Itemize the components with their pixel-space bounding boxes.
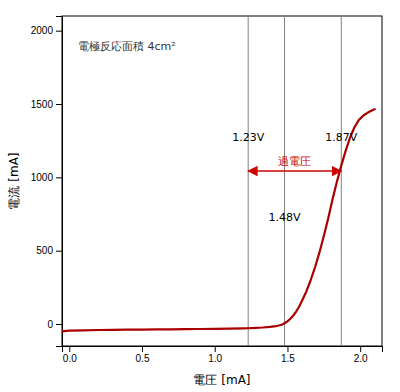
- x-tick-label: 1.5: [281, 353, 295, 364]
- plot-frame: [62, 16, 382, 346]
- overvoltage-arrow: [248, 170, 341, 172]
- y-tick: 500: [36, 245, 62, 256]
- x-tick: 0.5: [136, 346, 150, 364]
- x-tick: 1.5: [281, 346, 295, 364]
- plot-area: 0.0 0.5 1.0 1.5 2.0 0 500 1000 1500 2000 過電圧 1.23V 1…: [31, 16, 383, 364]
- y-axis-line: [56, 17, 63, 347]
- y-tick-mark: [56, 251, 62, 252]
- y-tick-mark: [56, 31, 62, 32]
- y-tick-label: 2000: [31, 25, 54, 36]
- y-tick-label: 0: [47, 319, 53, 330]
- x-axis-line: [63, 347, 383, 353]
- x-tick-mark: [287, 346, 288, 352]
- overvoltage-label: 過電圧: [278, 155, 311, 168]
- x-tick-label: 0.5: [136, 353, 150, 364]
- chart: 0.0 0.5 1.0 1.5 2.0 0 500 1000 1500 2000 過電圧 1.23V 1…: [0, 0, 400, 392]
- x-tick-mark: [360, 346, 361, 352]
- vline-label: 1.23V: [232, 131, 264, 144]
- vline-label: 1.48V: [269, 211, 301, 224]
- y-tick-label: 1500: [31, 99, 54, 110]
- x-tick-mark: [142, 346, 143, 352]
- vertical-line: [284, 16, 285, 346]
- y-tick-label: 1000: [31, 172, 54, 183]
- vline-label: 1.87V: [325, 131, 357, 144]
- vertical-line: [341, 16, 342, 346]
- y-axis-title: 電流 [mA]: [7, 152, 21, 209]
- marks: [62, 16, 375, 346]
- y-tick: 2000: [31, 25, 62, 36]
- x-tick-label: 1.0: [208, 353, 222, 364]
- x-tick-label: 0.0: [63, 353, 77, 364]
- x-axis-title: 電圧 [mA]: [193, 373, 250, 387]
- x-tick-mark: [215, 346, 216, 352]
- x-tick: 2.0: [354, 346, 368, 364]
- area-annotation: 電極反応面積 4cm²: [78, 40, 176, 53]
- y-tick: 1500: [31, 99, 62, 110]
- iv-curve: [62, 109, 375, 331]
- y-tick-label: 500: [36, 245, 53, 256]
- annotations: 過電圧 1.23V 1.48V 1.87V 電極反応面積 4cm²: [78, 40, 358, 223]
- vertical-line: [248, 16, 249, 346]
- x-axis: 0.0 0.5 1.0 1.5 2.0: [63, 346, 383, 364]
- x-tick-mark: [69, 346, 70, 352]
- y-tick-mark: [56, 104, 62, 105]
- y-tick: 1000: [31, 172, 62, 183]
- y-tick-mark: [56, 177, 62, 178]
- y-tick: 0: [47, 319, 62, 330]
- y-axis: 0 500 1000 1500 2000: [31, 17, 63, 347]
- x-tick: 0.0: [63, 346, 77, 364]
- y-tick-mark: [56, 324, 62, 325]
- x-tick-label: 2.0: [354, 353, 368, 364]
- x-tick: 1.0: [208, 346, 222, 364]
